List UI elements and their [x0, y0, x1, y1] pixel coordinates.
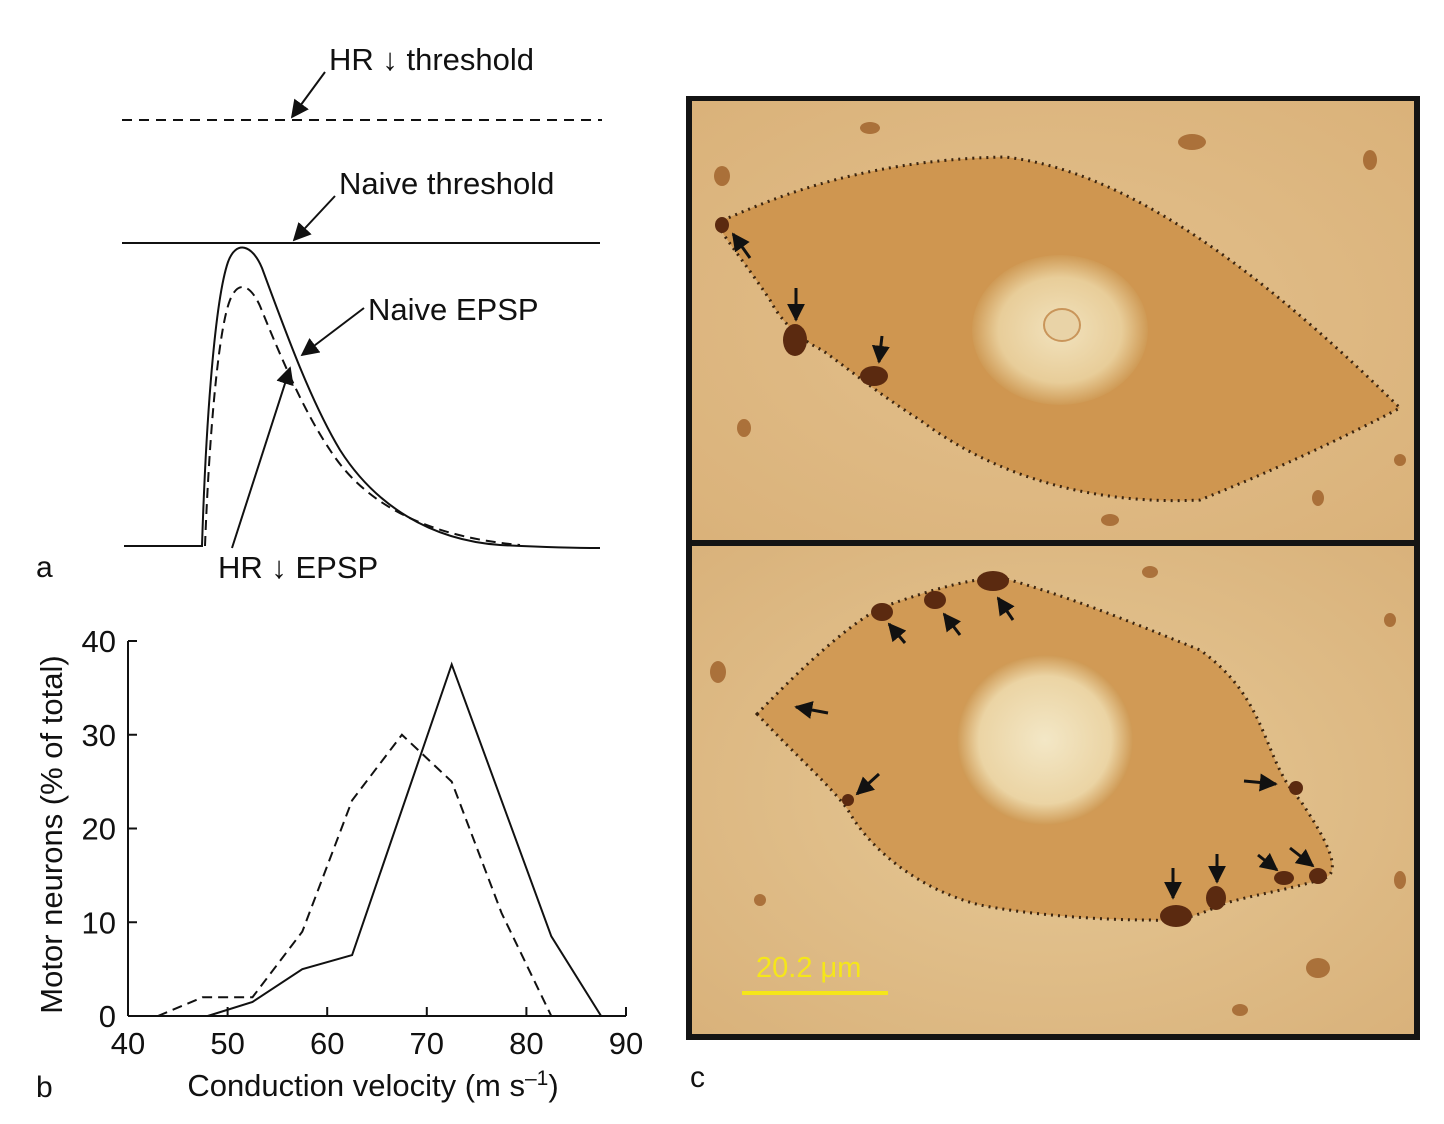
x-tick-label: 60 [310, 1026, 344, 1061]
tissue-specks-bottom [710, 566, 1406, 1016]
tissue-specks-top [714, 122, 1406, 526]
bouton-arrows-top [731, 232, 890, 364]
synaptic-boutons-top [715, 217, 888, 386]
y-tick-label: 10 [82, 905, 116, 940]
hr-threshold-pointer [290, 71, 326, 119]
solid-series-line [207, 661, 602, 1017]
panel-b: 40 50 60 70 80 90 0 10 20 30 40 Conduction velocity… [34, 624, 643, 1104]
panel-a-letter: a [36, 551, 53, 584]
scale-bar-label: 20.2 μm [756, 952, 861, 984]
conduction-velocity-chart: 40 50 60 70 80 90 0 10 20 30 40 Conduction velocity… [34, 624, 643, 1103]
hr-epsp-pointer [231, 366, 294, 549]
nucleolus-top [1043, 308, 1081, 342]
x-axis-label: Conduction velocity (m s–1) [187, 1067, 558, 1104]
naive-epsp-curve [124, 246, 601, 549]
panel-c: 20.2 μm c [686, 96, 1420, 1094]
x-tick-label: 50 [210, 1026, 244, 1061]
x-tick-label: 70 [410, 1026, 444, 1061]
naive-threshold-pointer [292, 195, 336, 242]
micrograph-top [692, 101, 1414, 540]
x-tick-label: 80 [509, 1026, 543, 1061]
y-tick-label: 20 [82, 812, 116, 847]
y-axis-label: Motor neurons (% of total) [34, 655, 69, 1013]
y-tick-label: 40 [82, 624, 116, 659]
y-tick-label: 30 [82, 718, 116, 753]
nucleus-bottom [957, 655, 1133, 825]
x-tick-label: 90 [609, 1026, 643, 1061]
panel-b-letter: b [36, 1071, 53, 1104]
hr-epsp-curve [204, 286, 521, 547]
hr-threshold-label: HR ↓ threshold [329, 42, 534, 77]
micrograph-bottom: 20.2 μm [692, 546, 1414, 1034]
naive-epsp-label: Naive EPSP [368, 292, 539, 327]
naive-epsp-pointer [300, 307, 365, 357]
x-tick-label: 40 [111, 1026, 145, 1061]
bouton-arrows-bottom [794, 596, 1315, 900]
y-tick-label: 0 [99, 999, 116, 1034]
dashed-series-line [157, 733, 553, 1017]
hr-epsp-label: HR ↓ EPSP [218, 550, 378, 585]
synaptic-boutons-bottom [842, 571, 1327, 927]
panel-a: HR ↓ threshold Naive threshold Naive EPS… [36, 42, 602, 585]
naive-threshold-label: Naive threshold [339, 166, 554, 201]
panel-c-letter: c [690, 1061, 705, 1094]
